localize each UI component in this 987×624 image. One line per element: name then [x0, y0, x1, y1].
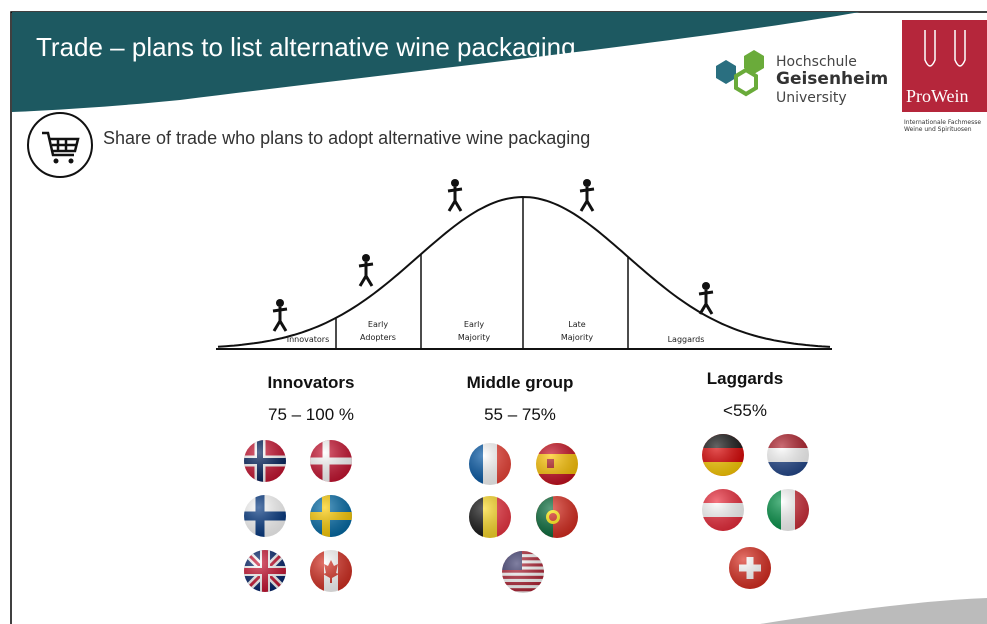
group-name: Middle group — [467, 373, 574, 392]
flag-italy — [767, 489, 809, 531]
header-band — [12, 12, 860, 112]
flag-usa — [502, 551, 544, 593]
segment-label: Majority — [458, 333, 491, 342]
flag-shine — [729, 547, 771, 589]
logo-text: Geisenheim — [776, 69, 888, 89]
flags — [244, 434, 809, 593]
flag-switzerland — [729, 547, 771, 589]
flag-shine — [536, 443, 578, 485]
flag-shine — [702, 489, 744, 531]
logo-text: ProWein — [906, 86, 969, 106]
flag-shine — [767, 489, 809, 531]
subtitle: Share of trade who plans to adopt altern… — [103, 128, 590, 148]
figure-icon — [358, 254, 374, 287]
flag-denmark — [310, 440, 352, 482]
flag-france — [469, 443, 511, 485]
flag-portugal — [536, 496, 578, 538]
segment-label: Laggards — [668, 335, 705, 344]
flag-shine — [502, 551, 544, 593]
logo-tagline: Weine und Spirituosen — [904, 126, 972, 133]
group-range: <55% — [723, 401, 767, 420]
logo-text: Hochschule — [776, 54, 857, 70]
hochschule-logo: Hochschule Geisenheim University — [716, 50, 888, 106]
figure-body — [358, 262, 374, 287]
cart-icon — [27, 112, 93, 178]
figure-head — [702, 282, 710, 290]
figure-head — [451, 179, 459, 187]
segment-label: Innovators — [287, 335, 330, 344]
figure-head — [583, 179, 591, 187]
flag-sweden — [310, 495, 352, 537]
flag-shine — [767, 434, 809, 476]
group-name: Laggards — [707, 369, 784, 388]
flag-shine — [469, 496, 511, 538]
flag-shine — [244, 550, 286, 592]
figure-icon — [447, 179, 463, 212]
flag-germany — [702, 434, 744, 476]
flag-austria — [702, 489, 744, 531]
flag-canada — [310, 550, 352, 592]
group-name: Innovators — [268, 373, 355, 392]
figure-body — [272, 307, 288, 332]
logo-text: University — [776, 90, 847, 106]
flag-spain — [536, 443, 578, 485]
group-range: 55 – 75% — [484, 405, 556, 424]
figure-body — [579, 187, 595, 212]
flag-shine — [536, 496, 578, 538]
segment-label: Late — [568, 320, 585, 329]
group-range: 75 – 100 % — [268, 405, 354, 424]
figure-icon — [698, 282, 714, 315]
slide-title: Trade – plans to list alternative wine p… — [36, 32, 576, 62]
footer-swoosh — [760, 598, 987, 624]
segment-label: Adopters — [360, 333, 396, 342]
segment-label: Early — [464, 320, 484, 329]
flag-finland — [244, 495, 286, 537]
figure-icon — [579, 179, 595, 212]
flag-belgium — [469, 496, 511, 538]
figure-body — [447, 187, 463, 212]
figure-icon — [272, 299, 288, 332]
segment-label: Early — [368, 320, 388, 329]
flag-netherlands — [767, 434, 809, 476]
segment-label: Majority — [561, 333, 594, 342]
figure-body — [698, 290, 714, 315]
prowein-logo: ProWein Internationale Fachmesse Weine u… — [902, 20, 987, 133]
flag-shine — [310, 440, 352, 482]
flag-shine — [310, 495, 352, 537]
adoption-curve: Innovators Early Adopters Early Majority Late… — [216, 179, 832, 424]
flag-shine — [244, 440, 286, 482]
flag-shine — [244, 495, 286, 537]
flag-uk — [244, 550, 286, 592]
figure-head — [276, 299, 284, 307]
figure-head — [362, 254, 370, 262]
flag-shine — [702, 434, 744, 476]
logo-tagline: Internationale Fachmesse — [904, 119, 981, 126]
bell-curve — [217, 195, 831, 348]
flag-norway — [244, 440, 286, 482]
flag-shine — [310, 550, 352, 592]
flag-shine — [469, 443, 511, 485]
